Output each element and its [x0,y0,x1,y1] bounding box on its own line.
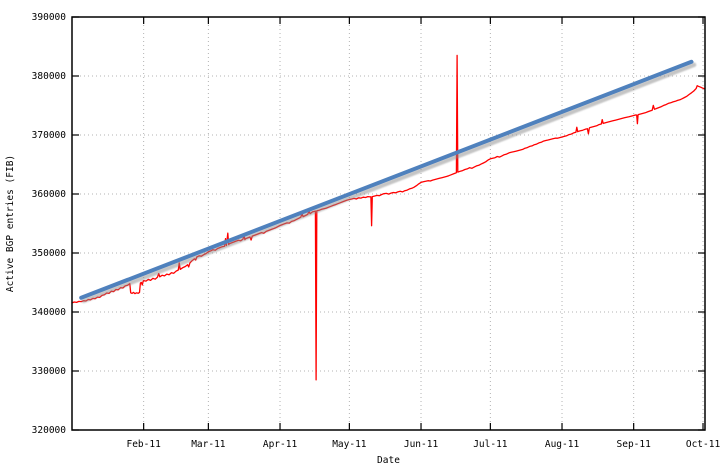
y-tick-label: 320000 [32,425,67,436]
y-tick-label: 340000 [32,307,67,318]
x-tick-label: Apr-11 [263,439,298,450]
tick-layer [72,16,705,431]
x-tick-label: Jul-11 [473,439,508,450]
y-tick-label: 390000 [32,12,67,23]
series-layer [71,54,706,381]
series-linear-trend-line [79,59,694,300]
y-axis-title: Active BGP entries (FIB) [5,155,16,292]
x-tick-label: Mar-11 [191,439,226,450]
x-tick-label: Aug-11 [545,439,580,450]
x-tick-label: Feb-11 [126,439,161,450]
y-tick-label: 330000 [32,366,67,377]
y-tick-label: 360000 [32,189,67,200]
x-tick-label: May-11 [332,439,367,450]
y-tick-label: 350000 [32,248,67,259]
x-tick-label: Jun-11 [404,439,439,450]
plot-frame [71,16,706,431]
series-linear-trend-shadow [81,62,697,304]
series-active-bgp-entries-line [71,54,706,381]
y-tick-label: 380000 [32,71,67,82]
grid-layer [72,17,705,430]
y-tick-label: 370000 [32,130,67,141]
tick-label-layer: 320000 330000 340000 350000 360000 370000 3800… [32,12,720,450]
x-axis-title: Date [377,455,400,466]
x-tick-label: Oct-11 [686,439,720,450]
x-tick-label: Sep-11 [617,439,652,450]
